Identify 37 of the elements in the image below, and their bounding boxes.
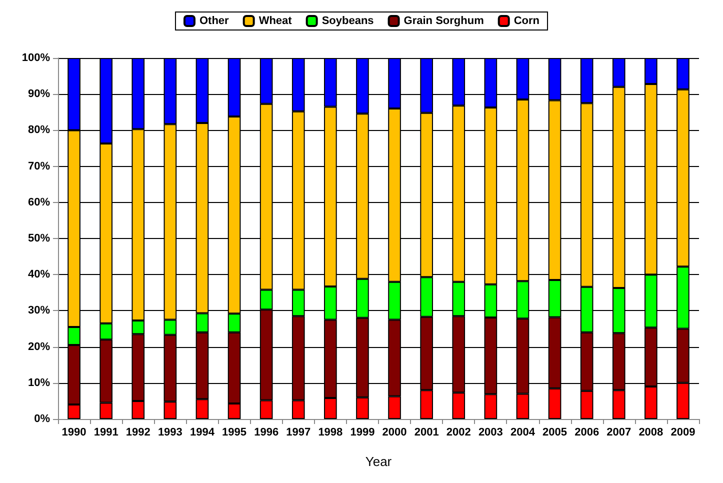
y-tick-label: 10%	[28, 376, 50, 389]
y-tick-label: 20%	[28, 340, 50, 353]
x-tick-label: 2001	[414, 426, 439, 438]
x-tick-label: 1994	[190, 426, 216, 438]
y-tick-label: 0%	[34, 413, 50, 425]
y-tick-label: 40%	[28, 268, 50, 281]
x-tick-label: 1999	[350, 426, 375, 438]
x-tick-label: 2005	[542, 426, 568, 438]
x-tick-label: 1996	[254, 426, 279, 438]
y-tick-label: 50%	[28, 232, 50, 244]
x-tick-label: 2007	[606, 426, 632, 438]
legend-label: Soybeans	[322, 15, 374, 27]
legend-label: Corn	[514, 15, 540, 27]
x-tick-label: 2000	[382, 426, 407, 438]
y-tick-label: 90%	[28, 88, 50, 100]
x-tick-label: 1997	[286, 426, 311, 438]
y-tick-label: 30%	[28, 304, 50, 317]
y-tick-label: 80%	[28, 124, 50, 136]
y-tick-label: 100%	[22, 52, 50, 64]
x-tick-label: 1990	[62, 426, 86, 438]
x-tick-label: 1998	[318, 426, 343, 438]
y-tick-label: 70%	[28, 160, 50, 172]
x-tick-label: 2008	[638, 426, 664, 438]
x-tick-label: 2004	[510, 426, 536, 438]
legend-label: Grain Sorghum	[404, 15, 484, 27]
x-tick-label: 1991	[94, 426, 118, 438]
x-tick-label: 1993	[158, 426, 182, 438]
y-tick-label: 60%	[28, 196, 50, 208]
legend-label: Wheat	[258, 15, 292, 27]
x-tick-label: 1995	[222, 426, 247, 438]
x-tick-label: 2003	[478, 426, 503, 438]
x-tick-label: 2002	[446, 426, 471, 438]
legend-label: Other	[199, 15, 230, 27]
x-tick-label: 2009	[670, 426, 696, 438]
x-tick-label: 2006	[574, 426, 600, 438]
x-tick-label: 1992	[126, 426, 150, 438]
x-axis-title: Year	[365, 454, 392, 469]
